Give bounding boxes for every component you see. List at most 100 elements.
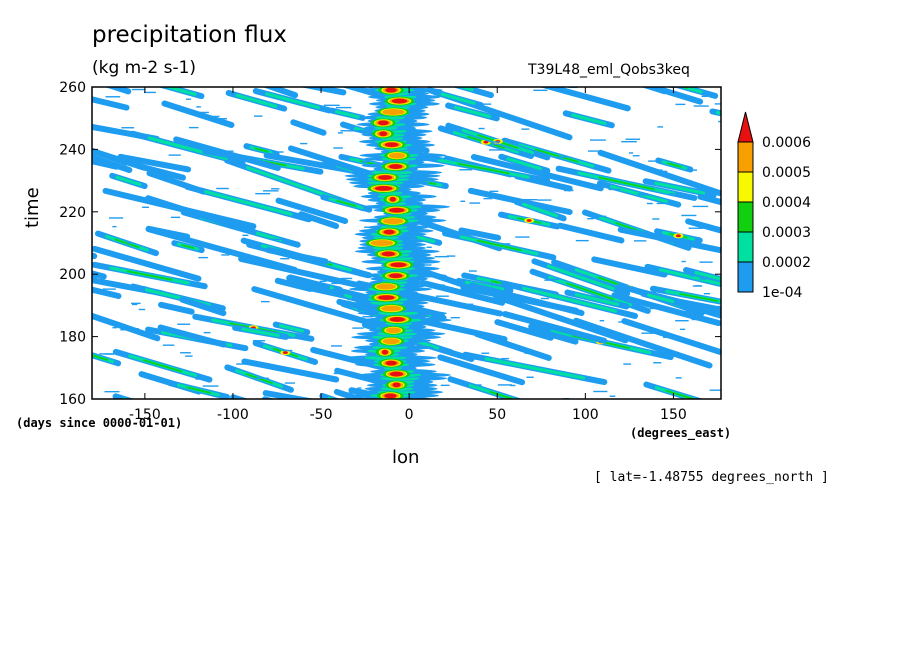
precip-streak bbox=[248, 402, 317, 423]
colorbar-label: 0.0003 bbox=[762, 225, 811, 241]
precip-max-red bbox=[483, 140, 489, 144]
precip-streak bbox=[458, 227, 502, 241]
band-core-red bbox=[389, 273, 403, 279]
precip-streak bbox=[419, 279, 506, 306]
precip-streak bbox=[186, 386, 211, 394]
precip-streak bbox=[476, 239, 522, 252]
band-core-red bbox=[381, 251, 396, 257]
colorbar-swatch bbox=[737, 141, 754, 173]
precip-streak bbox=[678, 87, 703, 94]
colorbar-extend-arrow bbox=[737, 111, 754, 143]
precip-streak bbox=[161, 100, 235, 128]
precip-streak bbox=[531, 326, 579, 345]
precip-streak bbox=[115, 175, 142, 187]
colorbar-label: 0.0006 bbox=[762, 135, 811, 151]
precip-streak bbox=[334, 110, 360, 119]
precip-streak bbox=[654, 181, 706, 195]
precip-streak bbox=[468, 282, 585, 317]
precip-streak bbox=[249, 65, 314, 79]
x-tick-label: -50 bbox=[310, 407, 333, 423]
band-core-orange bbox=[381, 305, 402, 312]
precip-streak bbox=[92, 354, 108, 361]
precip-streak bbox=[92, 312, 161, 342]
precip-streak bbox=[179, 296, 227, 317]
precip-streak bbox=[408, 407, 454, 417]
precip-streak bbox=[591, 256, 668, 278]
precip-streak bbox=[658, 268, 721, 286]
band-core-red bbox=[392, 382, 401, 388]
precip-streak bbox=[522, 202, 559, 218]
precip-streak bbox=[135, 163, 187, 181]
precip-streak bbox=[251, 286, 397, 333]
precipitation-field bbox=[0, 58, 721, 423]
precip-streak bbox=[697, 193, 721, 206]
y-tick-label: 200 bbox=[59, 267, 86, 283]
band-core-red bbox=[389, 371, 404, 377]
precip-max-red bbox=[675, 234, 681, 238]
precip-streak bbox=[571, 113, 607, 126]
x-tick-label: -100 bbox=[217, 407, 249, 423]
precip-max-yellow bbox=[278, 410, 288, 415]
band-core-orange bbox=[382, 108, 405, 115]
precip-streak bbox=[102, 187, 257, 230]
band-core-red bbox=[384, 393, 397, 399]
colorbar-label: 0.0004 bbox=[762, 195, 811, 211]
precip-streak bbox=[494, 319, 554, 341]
precip-streak bbox=[440, 92, 476, 105]
colorbar: 1e-04 0.0002 0.0003 0.0004 0.0005 0.0006 bbox=[737, 111, 811, 301]
band-core-red bbox=[385, 87, 397, 93]
precip-streak bbox=[0, 225, 74, 251]
precip-streak bbox=[114, 238, 140, 249]
band-core-red bbox=[389, 196, 396, 202]
precip-streak bbox=[158, 301, 195, 315]
precip-streak bbox=[675, 300, 721, 319]
y-axis: 160 180 200 220 240 260 bbox=[59, 80, 721, 408]
precip-streak bbox=[333, 388, 369, 399]
band-core-red bbox=[377, 120, 389, 126]
precip-streak bbox=[546, 264, 615, 291]
precip-streak bbox=[665, 389, 695, 399]
colorbar-swatch bbox=[737, 171, 754, 203]
y-axis-units: (days since 0000-01-01) bbox=[16, 416, 183, 430]
precip-streak bbox=[117, 153, 192, 173]
precip-streak bbox=[275, 197, 349, 225]
band-core-red bbox=[383, 229, 395, 235]
chart-title: precipitation flux bbox=[92, 22, 287, 48]
precip-streak bbox=[92, 286, 122, 300]
x-tick-label: 0 bbox=[405, 407, 414, 423]
band-core-red bbox=[388, 164, 403, 169]
precip-streak bbox=[241, 358, 340, 383]
precip-streak bbox=[25, 58, 166, 84]
precip-streak bbox=[522, 286, 617, 313]
precip-streak bbox=[143, 359, 183, 373]
band-core-orange bbox=[370, 240, 394, 246]
precip-streak bbox=[235, 62, 328, 82]
precip-streak bbox=[92, 147, 148, 171]
band-core-orange bbox=[382, 338, 400, 345]
precip-streak bbox=[263, 69, 300, 77]
y-tick-label: 160 bbox=[59, 392, 86, 408]
precip-streak bbox=[692, 76, 714, 83]
precip-max-yellow bbox=[664, 80, 674, 85]
precip-streak bbox=[557, 222, 625, 244]
band-core-red bbox=[390, 262, 407, 268]
precip-streak bbox=[254, 147, 269, 153]
colorbar-label: 0.0005 bbox=[762, 165, 811, 181]
precip-streak bbox=[679, 293, 719, 302]
precip-streak bbox=[367, 87, 374, 89]
y-tick-label: 220 bbox=[59, 205, 86, 221]
precip-streak bbox=[688, 74, 719, 83]
latitude-footnote: [ lat=-1.48755 degrees_north ] bbox=[594, 470, 829, 485]
precip-streak bbox=[92, 96, 130, 111]
x-axis-units: (degrees_east) bbox=[630, 426, 732, 440]
colorbar-swatch bbox=[737, 261, 754, 293]
precip-streak bbox=[473, 330, 552, 361]
band-core-red bbox=[391, 98, 408, 104]
band-core-orange bbox=[385, 327, 402, 334]
precip-streak bbox=[611, 292, 721, 327]
band-core-orange bbox=[388, 152, 406, 159]
band-core-red bbox=[381, 349, 388, 355]
precip-streak bbox=[265, 247, 329, 265]
precip-streak bbox=[457, 87, 474, 92]
precip-streak bbox=[501, 311, 608, 344]
